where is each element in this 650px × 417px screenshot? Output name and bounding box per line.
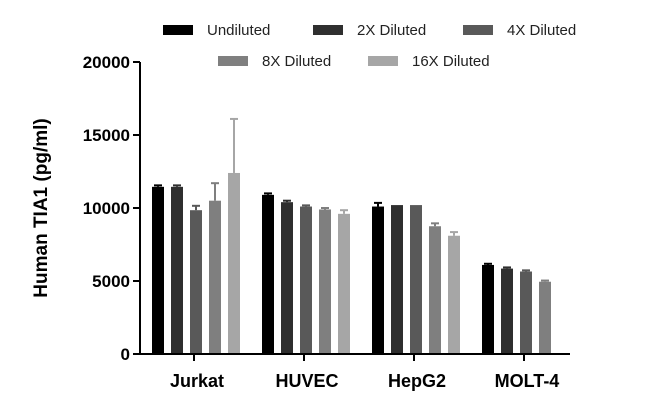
- y-axis: 0 5000 10000 15000 20000: [83, 53, 141, 364]
- bar-jurkat-1: [171, 186, 183, 354]
- y-tick-label: 10000: [83, 199, 130, 218]
- legend-swatch: [463, 25, 493, 35]
- legend-label: Undiluted: [207, 22, 270, 39]
- x-tick-label-huvec: HUVEC: [275, 371, 338, 391]
- x-tick-label-hepg2: HepG2: [388, 371, 446, 391]
- bar-huvec-0: [262, 194, 274, 354]
- legend-swatch: [368, 56, 398, 66]
- bar-hepg2-3: [429, 226, 441, 354]
- bar-huvec-4: [338, 213, 350, 354]
- legend-swatch: [218, 56, 248, 66]
- y-tick-label: 15000: [83, 126, 130, 145]
- bar-jurkat-0: [152, 186, 164, 354]
- legend: Undiluted 2X Diluted 4X Diluted 8X Diluted 1…: [163, 22, 576, 70]
- bar-molt-4-2: [520, 271, 532, 354]
- bars: [152, 117, 551, 354]
- bar-jurkat-4: [228, 172, 240, 354]
- bar-hepg2-2: [410, 205, 422, 354]
- bar-hepg2-4: [448, 235, 460, 354]
- legend-label: 16X Diluted: [412, 53, 490, 70]
- bar-huvec-2: [300, 206, 312, 354]
- x-axis: Jurkat HUVEC HepG2 MOLT-4: [139, 353, 570, 391]
- bar-jurkat-3: [209, 200, 221, 354]
- legend-label: 8X Diluted: [262, 53, 331, 70]
- x-tick-label-molt-4: MOLT-4: [495, 371, 560, 391]
- bar-huvec-1: [281, 202, 293, 354]
- bar-huvec-3: [319, 209, 331, 354]
- y-tick-label: 0: [121, 345, 130, 364]
- y-tick-label: 5000: [92, 272, 130, 291]
- bar-molt-4-0: [482, 264, 494, 354]
- bar-jurkat-2: [190, 210, 202, 354]
- y-axis-label: Human TIA1 (pg/ml): [31, 118, 52, 297]
- x-tick-label-jurkat: Jurkat: [170, 371, 224, 391]
- legend-swatch: [313, 25, 343, 35]
- y-tick-label: 20000: [83, 53, 130, 72]
- bar-hepg2-1: [391, 205, 403, 354]
- legend-label: 2X Diluted: [357, 22, 426, 39]
- bar-hepg2-0: [372, 206, 384, 354]
- bar-molt-4-3: [539, 281, 551, 354]
- bar-molt-4-1: [501, 268, 513, 354]
- legend-label: 4X Diluted: [507, 22, 576, 39]
- legend-swatch: [163, 25, 193, 35]
